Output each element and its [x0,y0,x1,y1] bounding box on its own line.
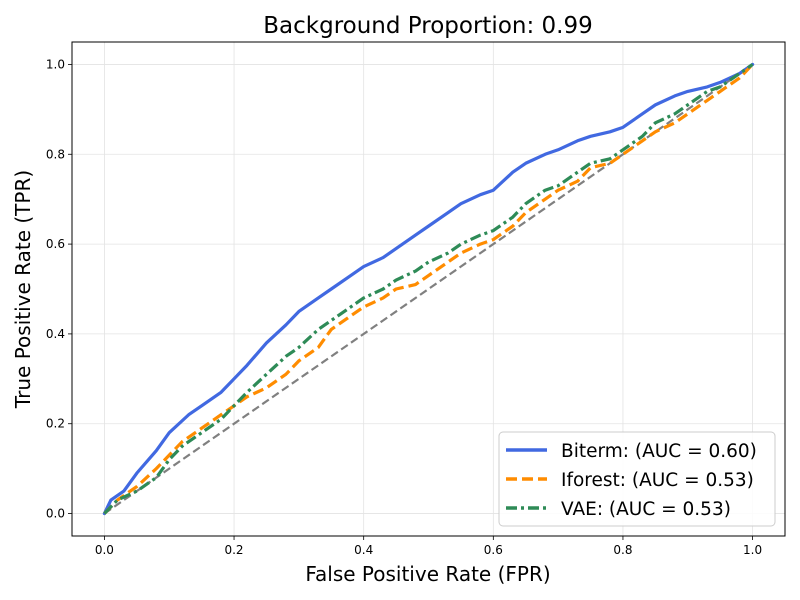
y-tick-label: 0.8 [46,147,65,161]
series-line-2 [103,63,754,515]
series-layer [102,62,755,516]
legend-label-3: VAE: (AUC = 0.53) [561,499,731,520]
x-tick-label: 0.0 [95,543,114,557]
y-tick-label: 0.6 [46,237,65,251]
x-tick-label: 0.2 [224,543,243,557]
x-tick-label: 1.0 [743,543,762,557]
x-tick-label: 0.6 [484,543,503,557]
y-axis-label: True Positive Rate (TPR) [11,170,35,409]
y-tick-label: 0.4 [46,327,65,341]
x-tick-label: 0.4 [354,543,373,557]
legend-label-2: Iforest: (AUC = 0.53) [561,470,754,491]
x-tick-label: 0.8 [613,543,632,557]
chart-title: Background Proportion: 0.99 [263,13,592,39]
grid [72,42,785,536]
y-tick-label: 0.0 [46,507,65,521]
legend: Biterm: (AUC = 0.60) Iforest: (AUC = 0.53… [498,431,776,527]
plot-frame [71,41,786,537]
y-tick-label: 0.2 [46,417,65,431]
legend-box [498,431,776,527]
ticks: 0.0 0.2 0.4 0.6 0.8 1.0 0.0 0.2 0.4 0.6 0.8 1.0 [46,57,762,557]
series-line-1 [102,62,755,516]
legend-label-1: Biterm: (AUC = 0.60) [561,441,757,462]
y-tick-label: 1.0 [46,57,65,71]
x-axis-label: False Positive Rate (FPR) [305,562,550,586]
